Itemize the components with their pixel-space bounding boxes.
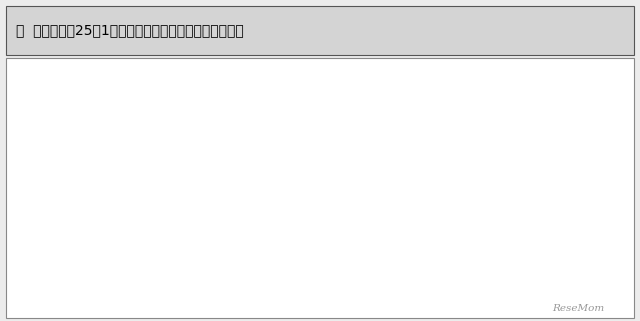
- Bar: [237, 74, 366, 95]
- Text: 16: 16: [355, 262, 370, 275]
- Text: 問  現在（平成25年1学期）の教室等の場所はどこですか: 問 現在（平成25年1学期）の教室等の場所はどこですか: [16, 23, 244, 38]
- Text: ReseMom: ReseMom: [552, 304, 605, 313]
- Text: 2  他校の敷地内に応急仮設校舎を整備: 2 他校の敷地内に応急仮設校舎を整備: [106, 126, 226, 137]
- Text: 5  その他: 5 その他: [192, 261, 226, 272]
- Bar: [237, 166, 244, 187]
- Text: 15: 15: [347, 216, 363, 229]
- Bar: [237, 120, 301, 141]
- Text: 4  他校と統合した: 4 他校と統合した: [166, 216, 226, 227]
- Text: 9: 9: [304, 124, 312, 137]
- Text: n=53（複数回答）: n=53（複数回答）: [495, 255, 569, 268]
- Text: 18: 18: [369, 78, 385, 91]
- Text: 3  廃校施設を使用: 3 廃校施設を使用: [166, 171, 226, 182]
- Text: 1  他校に間借り: 1 他校に間借り: [172, 82, 226, 92]
- Text: 1: 1: [247, 170, 255, 183]
- Bar: [237, 258, 351, 279]
- Bar: [237, 212, 344, 233]
